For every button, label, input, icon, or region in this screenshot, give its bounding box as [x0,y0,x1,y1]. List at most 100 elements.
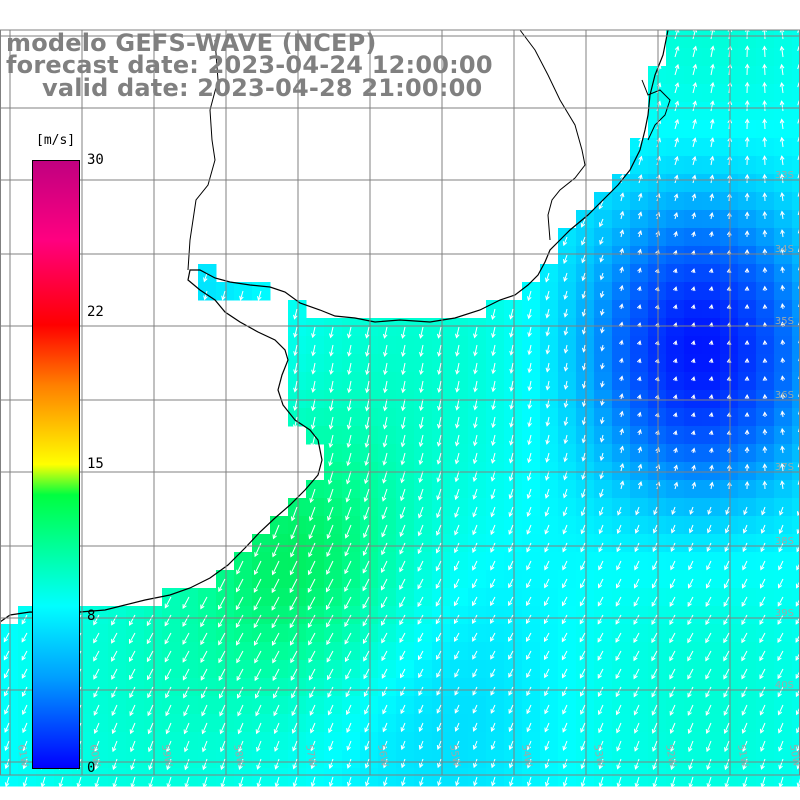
field-cell [756,354,775,373]
field-cell [738,192,757,211]
wind-arrow-head [400,442,406,448]
wind-arrow [330,344,334,356]
wind-arrow-head [797,64,800,70]
wind-arrow-head [690,430,696,436]
wind-arrow-head [687,602,692,607]
wind-arrow-head [325,605,331,611]
field-cell [666,318,685,337]
wind-arrow-head [778,782,784,788]
wind-arrow-head [673,212,679,218]
field-cell [666,480,685,499]
wind-arrow [490,668,496,678]
wind-arrow-head [741,638,746,644]
wind-arrow [257,758,262,770]
wind-arrow [326,596,334,610]
wind-arrow [581,506,586,516]
wind-arrow [671,506,676,515]
wind-arrow [692,482,696,490]
wind-arrow [635,524,640,534]
wind-arrow-head [744,411,750,417]
wind-arrow-head [778,529,784,535]
wind-arrow-head [454,495,459,501]
wind-arrow [419,776,424,786]
wind-arrow-head [797,27,800,33]
wind-arrow [309,704,316,716]
wind-arrow-head [111,638,116,644]
wind-arrow [491,308,496,320]
wind-arrow-head [692,118,697,124]
wind-arrow [418,506,424,518]
wind-arrow [581,488,586,498]
longitude-label: 51W [735,744,750,768]
wind-arrow-head [580,764,586,770]
wind-arrow-head [795,692,800,698]
wind-arrow [761,776,766,788]
wind-arrow [237,704,244,716]
field-cell [720,318,739,337]
wind-arrow [692,194,696,202]
wind-arrow [275,776,280,787]
wind-arrow-head [436,423,442,429]
wind-arrow [201,704,208,716]
wind-arrow [437,758,442,768]
wind-arrow [438,344,442,356]
wind-arrow-head [744,63,750,69]
field-cell [684,264,703,283]
wind-arrow [508,650,514,660]
wind-arrow [401,722,406,732]
wind-arrow [182,650,190,663]
wind-arrow-head [254,693,260,699]
wind-arrow-head [780,375,786,381]
wind-arrow-head [636,358,642,364]
wind-arrow [366,380,370,393]
wind-arrow-head [454,726,460,732]
wind-arrow-head [182,657,187,663]
wind-arrow-head [619,321,624,327]
wind-arrow-head [669,601,674,607]
wind-arrow [3,650,10,660]
wind-arrow [742,740,748,752]
wind-arrow-head [94,747,99,753]
wind-arrow-head [526,637,531,643]
wind-arrow [707,524,712,533]
wind-arrow-head [4,746,9,752]
wind-arrow-head [636,304,642,310]
wind-arrow-head [183,711,188,717]
wind-arrow-head [307,623,313,629]
wind-arrow [779,758,784,769]
field-cell [756,390,775,409]
wind-arrow-head [219,711,224,717]
wind-arrow-head [562,709,567,715]
wind-arrow-head [744,357,750,363]
wind-arrow-head [688,747,693,753]
wind-arrow-head [692,45,698,51]
wind-arrow-head [544,673,549,679]
wind-arrow-head [454,441,460,447]
wind-arrow-head [327,479,333,485]
wind-arrow-head [598,565,603,571]
wind-arrow-head [797,118,800,124]
wind-arrow-head [526,565,531,571]
wind-arrow-head [111,674,116,680]
wind-arrow [473,740,478,750]
field-cell [702,48,721,67]
wind-arrow-head [674,100,680,106]
wind-arrow-head [382,763,388,769]
field-cell [648,480,667,499]
wind-arrow-head [328,782,334,788]
field-cell [774,138,793,157]
field-cell [756,102,775,121]
wind-arrow-head [473,369,478,375]
wind-arrow [347,740,352,751]
field-cell [612,426,631,445]
wind-arrow-head [744,211,750,217]
wind-arrow-head [382,478,387,484]
wind-arrow-head [598,782,604,788]
wind-arrow-head [652,547,657,553]
wind-arrow [383,758,388,768]
wind-arrow [382,488,388,501]
wind-arrow-head [526,727,531,733]
wind-arrow [294,398,298,411]
wind-arrow-head [599,492,604,498]
wind-arrow-head [344,533,350,539]
